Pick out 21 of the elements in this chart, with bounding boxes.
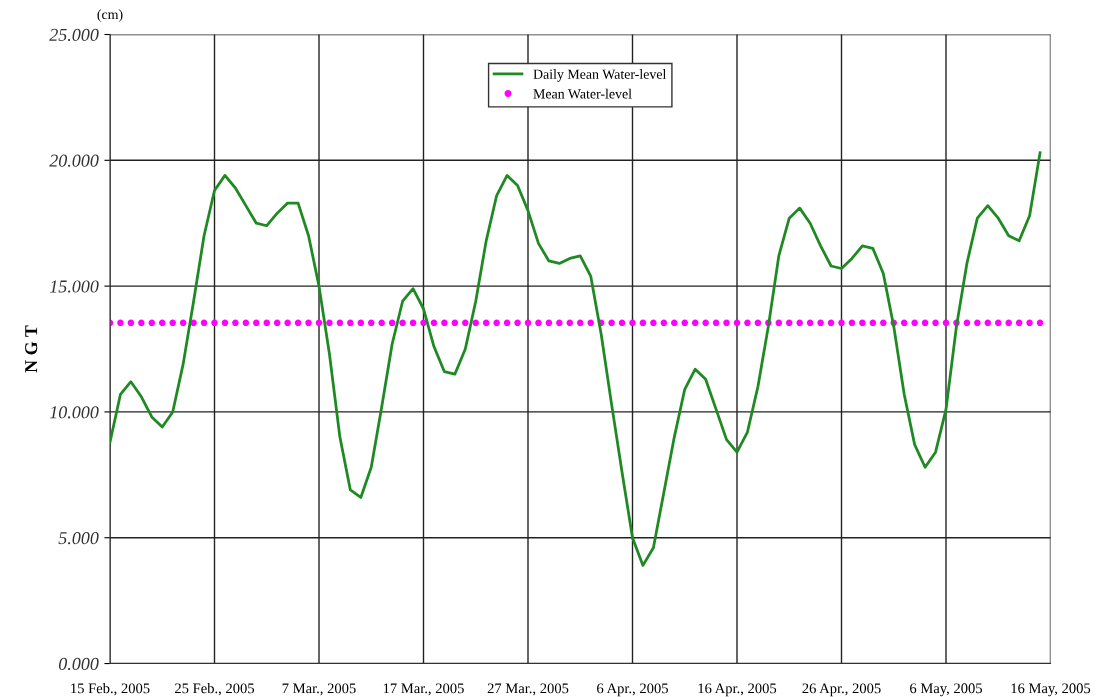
y-tick-label: 25.000 [49, 28, 99, 42]
y-tick-label: 15.000 [49, 280, 99, 293]
x-tick-label: 7 Mar., 2005 [282, 683, 356, 696]
y-axis-title: N G T [25, 325, 38, 373]
x-tick-label: 17 Mar., 2005 [383, 683, 464, 696]
text: (cm) [97, 9, 123, 22]
y-tick-label: 5.000 [58, 531, 99, 545]
legend-label: Mean Water-level [533, 88, 632, 99]
line-series [110, 151, 1042, 567]
x-tick-label: 25 Feb., 2005 [175, 682, 255, 696]
x-tick-label: 27 Mar., 2005 [487, 683, 569, 696]
legend-label: Daily Mean Water-level [533, 69, 667, 82]
y-tick-label: 0.000 [58, 657, 99, 671]
y-tick-label: 10.000 [49, 406, 99, 419]
x-tick-label: 26 Apr., 2005 [802, 683, 881, 697]
x-tick-label: 6 Apr., 2005 [597, 683, 668, 697]
x-tick-label: 6 May, 2005 [910, 683, 983, 697]
x-tick-label: 16 Apr., 2005 [698, 683, 777, 697]
x-tick-label: 16 May, 2005 [1011, 683, 1091, 697]
x-tick-label: 15 Feb., 2005 [71, 682, 150, 696]
y-tick-label: 20.000 [49, 154, 99, 167]
